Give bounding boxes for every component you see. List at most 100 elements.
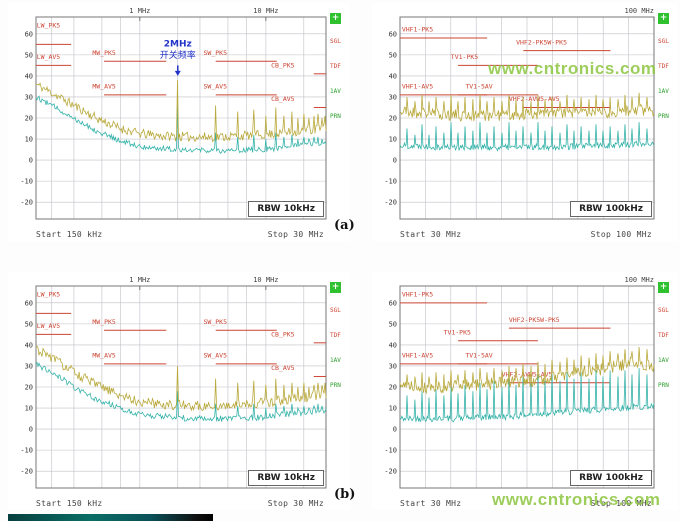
svg-text:-20: -20 (384, 468, 397, 476)
svg-text:TDF: TDF (658, 63, 669, 70)
spectrum-plot-a-low: 60 50 40 30 20 10 0 -10 -20 1 MHz 10 MHz LW_PK5 MW_P… (20, 7, 341, 220)
svg-text:VHF2-AVW5-AV5: VHF2-AVW5-AV5 (502, 370, 553, 378)
svg-text:VHF1-PK5: VHF1-PK5 (402, 26, 433, 34)
stop-freq-label: Stop 100 MHz (590, 230, 652, 239)
marker-box-icon: + (658, 13, 669, 24)
svg-text:30: 30 (389, 93, 397, 101)
svg-text:LW_PK5: LW_PK5 (37, 22, 61, 30)
svg-text:TDF: TDF (330, 332, 341, 339)
svg-text:VHF1-PK5: VHF1-PK5 (402, 291, 433, 299)
svg-text:CB_PK5: CB_PK5 (271, 331, 295, 339)
svg-text:TV1-5AV: TV1-5AV (465, 352, 492, 360)
svg-text:100 MHz: 100 MHz (624, 7, 654, 15)
svg-text:40: 40 (25, 72, 33, 80)
svg-text:开关频率: 开关频率 (160, 49, 196, 61)
svg-text:20: 20 (389, 115, 397, 123)
svg-text:2MHz: 2MHz (164, 39, 192, 49)
svg-text:1AV: 1AV (658, 357, 669, 364)
svg-text:30: 30 (389, 362, 397, 370)
stop-freq-label: Stop 100 MHz (590, 499, 652, 508)
svg-text:TDF: TDF (658, 332, 669, 339)
svg-text:SGL: SGL (658, 307, 669, 314)
svg-text:-20: -20 (384, 199, 397, 207)
svg-text:20: 20 (25, 115, 33, 123)
svg-text:10 MHz: 10 MHz (253, 7, 278, 15)
svg-text:PRN: PRN (330, 113, 341, 120)
svg-text:10: 10 (389, 405, 397, 413)
svg-text:40: 40 (389, 341, 397, 349)
spectrum-plot-b-low: 60 50 40 30 20 10 0 -10 -20 1 MHz 10 MHz LW_PK5 MW_P… (20, 276, 341, 489)
svg-text:50: 50 (389, 51, 397, 59)
spectrum-panel-b-low: 60 50 40 30 20 10 0 -10 -20 1 MHz 10 MHz LW_PK5 MW_P… (8, 272, 350, 510)
svg-text:0: 0 (29, 426, 33, 434)
rbw-badge: RBW 10kHz (248, 201, 324, 217)
spectrum-panel-b-high: 60 50 40 30 20 10 0 -10 -20 100 MHz VHF1-PK5 VHF2-P… (372, 272, 678, 510)
marker-box-icon: + (658, 282, 669, 293)
svg-text:PRN: PRN (658, 113, 669, 120)
rbw-badge: RBW 100kHz (570, 201, 652, 217)
svg-text:50: 50 (25, 320, 33, 328)
svg-text:10: 10 (389, 136, 397, 144)
svg-text:1AV: 1AV (330, 357, 341, 364)
svg-text:50: 50 (389, 320, 397, 328)
spectrum-panel-a-high: 60 50 40 30 20 10 0 -10 -20 100 MHz VHF1-PK5 VHF2-P… (372, 3, 678, 241)
svg-text:VHF1-AV5: VHF1-AV5 (402, 352, 433, 360)
svg-text:SW_PK5: SW_PK5 (204, 318, 228, 326)
svg-text:LW_PK5: LW_PK5 (37, 291, 61, 299)
svg-text:TV1-PK5: TV1-PK5 (451, 53, 478, 61)
svg-text:TV1-5AV: TV1-5AV (465, 83, 492, 91)
start-freq-label: Start 150 kHz (36, 499, 103, 508)
svg-text:1 MHz: 1 MHz (129, 7, 150, 15)
start-freq-label: Start 150 kHz (36, 230, 103, 239)
svg-text:CB_PK5: CB_PK5 (271, 62, 295, 70)
svg-text:SW_AV5: SW_AV5 (204, 83, 228, 91)
svg-text:SW_PK5: SW_PK5 (204, 49, 228, 57)
svg-text:VHF1-AV5: VHF1-AV5 (402, 83, 433, 91)
svg-text:-10: -10 (384, 447, 397, 455)
svg-text:0: 0 (393, 157, 397, 165)
svg-text:PRN: PRN (658, 382, 669, 389)
svg-text:PRN: PRN (330, 382, 341, 389)
svg-text:-10: -10 (384, 178, 397, 186)
svg-text:-20: -20 (20, 199, 33, 207)
svg-text:-20: -20 (20, 468, 33, 476)
svg-text:MW_PK5: MW_PK5 (92, 318, 116, 326)
marker-box-icon: + (330, 282, 341, 293)
svg-text:30: 30 (25, 93, 33, 101)
svg-text:1AV: 1AV (658, 88, 669, 95)
svg-text:20: 20 (389, 384, 397, 392)
svg-text:VHF2-AVW5-AV5: VHF2-AVW5-AV5 (509, 95, 560, 103)
svg-text:0: 0 (29, 157, 33, 165)
svg-text:30: 30 (25, 362, 33, 370)
svg-text:LW_AV5: LW_AV5 (37, 53, 61, 61)
svg-text:10 MHz: 10 MHz (253, 276, 278, 284)
svg-text:60: 60 (25, 30, 33, 38)
svg-text:MW_AV5: MW_AV5 (92, 83, 116, 91)
svg-text:50: 50 (25, 51, 33, 59)
svg-text:1AV: 1AV (330, 88, 341, 95)
svg-text:CB_AV5: CB_AV5 (271, 364, 295, 372)
watermark-text: www.cntronics.com (488, 59, 657, 78)
spectrum-plot-b-high: 60 50 40 30 20 10 0 -10 -20 100 MHz VHF1-PK5 VHF2-P… (384, 276, 669, 489)
svg-text:MW_AV5: MW_AV5 (92, 352, 116, 360)
rbw-badge: RBW 100kHz (570, 470, 652, 486)
svg-text:SGL: SGL (330, 38, 341, 45)
rbw-badge: RBW 10kHz (248, 470, 324, 486)
svg-text:20: 20 (25, 384, 33, 392)
svg-text:SW_AV5: SW_AV5 (204, 352, 228, 360)
svg-text:TV1-PK5: TV1-PK5 (444, 328, 471, 336)
svg-text:40: 40 (389, 72, 397, 80)
svg-text:SGL: SGL (658, 38, 669, 45)
svg-text:LW_AV5: LW_AV5 (37, 322, 61, 330)
stop-freq-label: Stop 30 MHz (267, 499, 324, 508)
spectrum-plot-a-high: 60 50 40 30 20 10 0 -10 -20 100 MHz VHF1-PK5 VHF2-P… (384, 7, 669, 220)
svg-text:1 MHz: 1 MHz (129, 276, 150, 284)
svg-text:-10: -10 (20, 447, 33, 455)
svg-text:60: 60 (389, 299, 397, 307)
svg-text:100 MHz: 100 MHz (624, 276, 654, 284)
stop-freq-label: Stop 30 MHz (267, 230, 324, 239)
subfigure-label-a: (a) (334, 218, 355, 233)
svg-text:CB_AV5: CB_AV5 (271, 95, 295, 103)
spectrum-panel-a-low: 60 50 40 30 20 10 0 -10 -20 1 MHz 10 MHz LW_PK5 MW_P… (8, 3, 350, 241)
